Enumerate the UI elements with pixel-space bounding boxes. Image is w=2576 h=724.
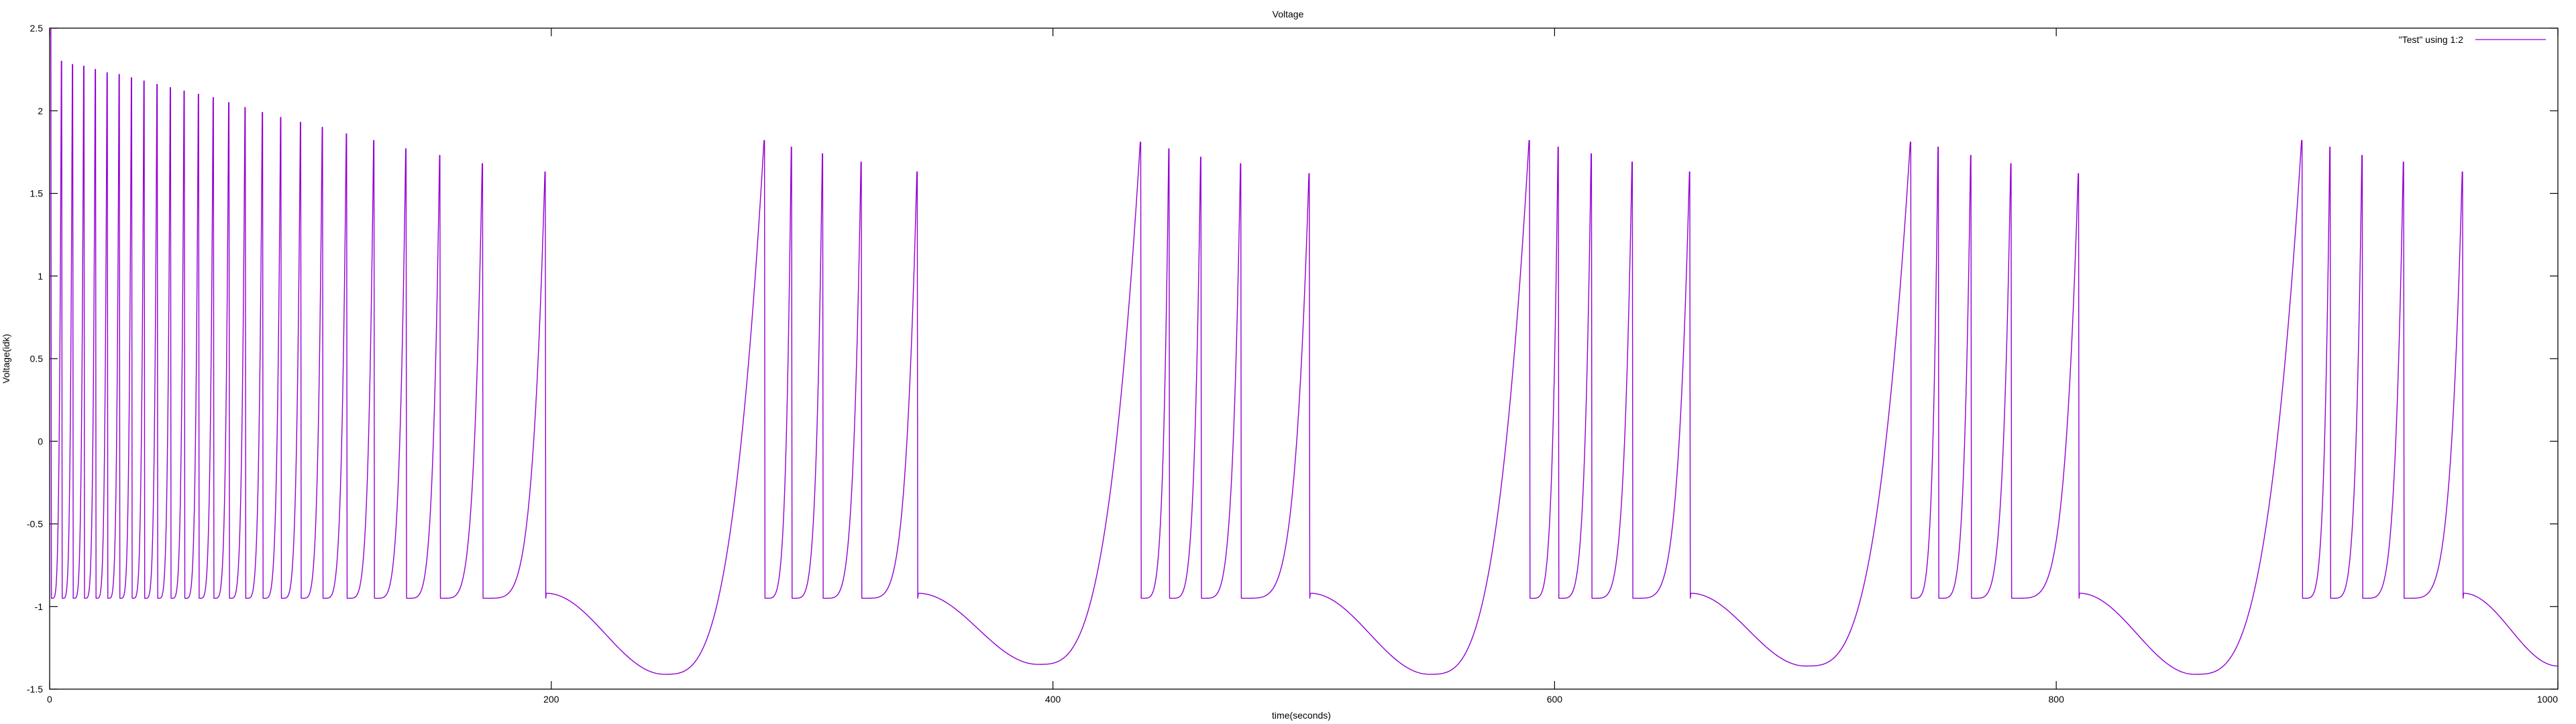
x-tick-label-1: 200	[543, 694, 559, 705]
x-tick-label-0: 0	[47, 694, 52, 705]
x-tick-label-3: 600	[1547, 694, 1563, 705]
x-tick-label-4: 800	[2049, 694, 2065, 705]
series-group	[50, 27, 2559, 675]
y-tick-label-4: 0.5	[30, 353, 44, 364]
chart-title: Voltage	[1273, 9, 1304, 19]
y-tick-label-2: 1.5	[30, 188, 44, 199]
y-tick-label-8: -1.5	[27, 684, 43, 695]
legend-entry-label: "Test" using 1:2	[2399, 34, 2464, 45]
x-tick-label-2: 400	[1045, 694, 1061, 705]
y-tick-label-6: -0.5	[27, 519, 43, 530]
y-tick-label-3: 1	[38, 271, 43, 282]
legend: "Test" using 1:2	[2399, 34, 2546, 45]
y-axis: 2.5 2 1.5 1 0.5 0 -0.5 -1 -1.5	[27, 23, 2558, 695]
series-line-voltage	[50, 27, 2559, 675]
x-axis-label: time(seconds)	[1272, 710, 1331, 721]
y-tick-label-7: -1	[35, 601, 44, 612]
plot-frame	[49, 27, 2559, 690]
y-tick-label-1: 2	[38, 105, 43, 116]
y-axis-label: Voltage(idk)	[1, 334, 11, 383]
x-axis: 0 200 400 600 800 1000	[47, 28, 2559, 705]
y-tick-label-0: 2.5	[30, 23, 44, 34]
x-tick-label-5: 1000	[2537, 694, 2558, 705]
y-tick-label-5: 0	[38, 436, 43, 446]
